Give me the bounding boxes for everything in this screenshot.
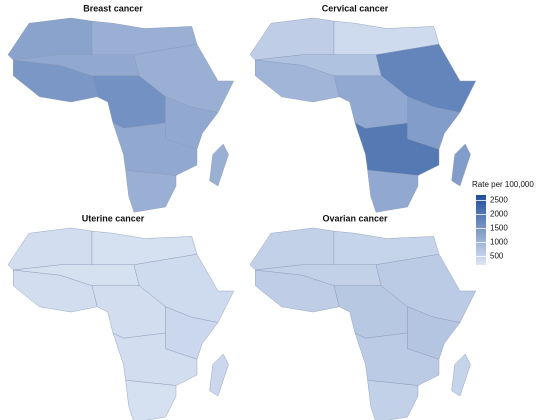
region <box>125 380 177 420</box>
region <box>451 353 471 397</box>
region <box>209 353 229 397</box>
panel-title: Breast cancer <box>83 3 143 13</box>
legend-tick-label: 500 <box>490 252 504 261</box>
region <box>249 227 335 271</box>
legend-tick-label: 1000 <box>490 238 508 247</box>
panel-title: Ovarian cancer <box>322 213 388 223</box>
region <box>125 170 177 213</box>
region <box>367 380 419 420</box>
region <box>367 170 419 213</box>
region <box>112 332 198 386</box>
region <box>249 17 335 61</box>
legend-title: Rate per 100,000 <box>472 180 534 189</box>
legend-tick-label: 1500 <box>490 224 508 233</box>
region <box>7 17 93 61</box>
map <box>7 17 235 213</box>
region <box>7 227 93 271</box>
legend-tick-label: 2000 <box>490 210 508 219</box>
region <box>451 143 471 187</box>
panel-title: Cervical cancer <box>322 3 389 13</box>
region <box>112 122 198 176</box>
region <box>354 332 440 386</box>
colorbar <box>476 195 486 265</box>
map <box>249 227 477 420</box>
map <box>249 17 477 213</box>
map <box>7 227 235 420</box>
region <box>354 122 440 176</box>
panel-title: Uterine cancer <box>82 213 145 223</box>
region <box>209 143 229 187</box>
legend-tick-label: 2500 <box>490 196 508 205</box>
